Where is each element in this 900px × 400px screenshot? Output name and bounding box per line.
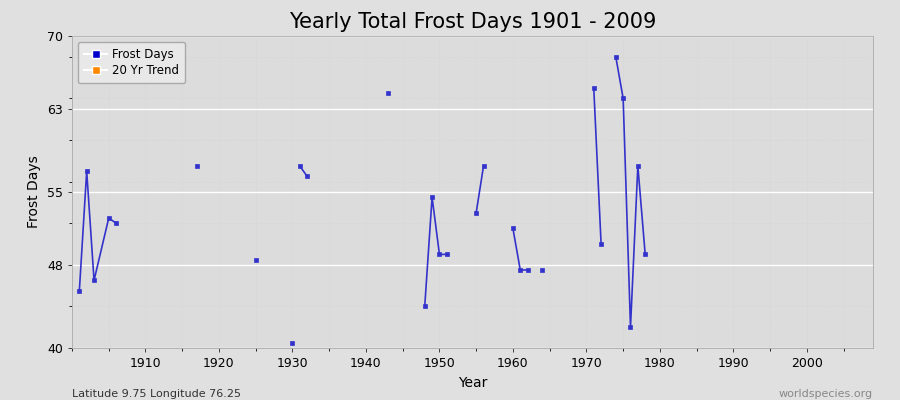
Text: Latitude 9.75 Longitude 76.25: Latitude 9.75 Longitude 76.25 bbox=[72, 388, 241, 398]
Legend: Frost Days, 20 Yr Trend: Frost Days, 20 Yr Trend bbox=[78, 42, 185, 83]
X-axis label: Year: Year bbox=[458, 376, 487, 390]
Y-axis label: Frost Days: Frost Days bbox=[27, 156, 41, 228]
Text: worldspecies.org: worldspecies.org bbox=[778, 388, 873, 398]
Title: Yearly Total Frost Days 1901 - 2009: Yearly Total Frost Days 1901 - 2009 bbox=[289, 12, 656, 32]
